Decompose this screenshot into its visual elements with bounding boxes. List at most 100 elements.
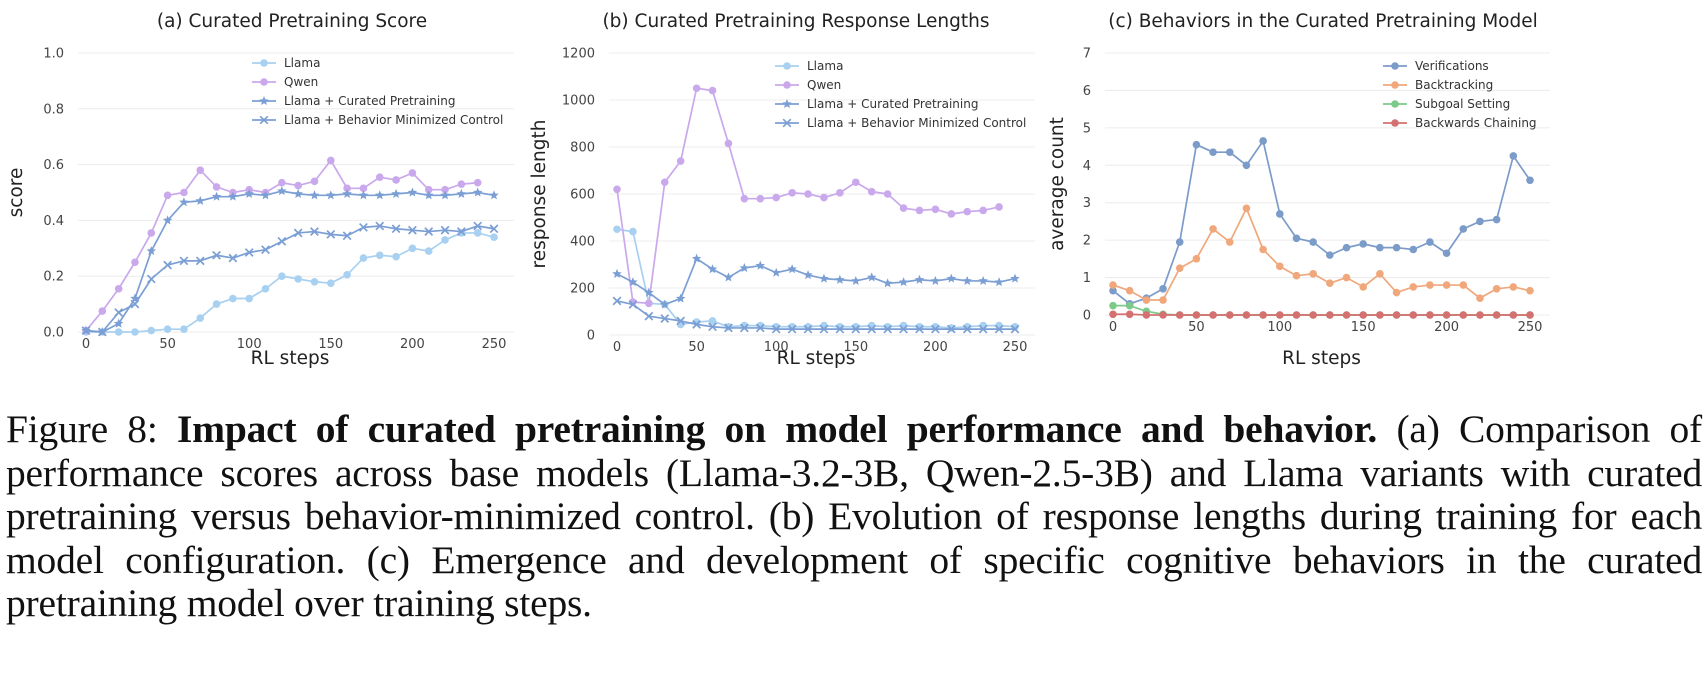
data-point [1326, 279, 1334, 287]
data-point [628, 300, 638, 309]
data-point [1276, 210, 1284, 218]
data-point [1259, 137, 1267, 145]
data-point [1125, 310, 1134, 319]
data-point [1125, 301, 1134, 310]
data-point [867, 187, 876, 196]
series-subgoal-setting [1109, 301, 1534, 319]
data-point [359, 222, 368, 232]
data-point [326, 190, 336, 200]
data-point [392, 176, 400, 184]
data-point [342, 231, 352, 241]
y-tick-label: 1 [1083, 271, 1091, 286]
y-tick-label: 800 [570, 141, 595, 156]
x-tick-label: 150 [843, 340, 868, 355]
data-point [612, 268, 622, 278]
data-point [629, 227, 637, 236]
y-tick-label: 0.4 [43, 214, 64, 229]
data-point [457, 180, 466, 188]
data-point [131, 328, 139, 336]
data-point [1010, 273, 1020, 283]
legend-marker [1391, 81, 1399, 89]
data-point [788, 189, 796, 197]
data-point [644, 311, 654, 321]
data-point [1309, 270, 1317, 278]
data-point [326, 229, 336, 239]
data-point [278, 272, 286, 281]
data-point [1476, 217, 1484, 226]
data-point [645, 299, 653, 308]
x-axis-label: RL steps [251, 348, 330, 369]
data-point [228, 191, 238, 201]
data-point [293, 188, 303, 198]
data-point [277, 236, 287, 246]
series-qwen [613, 84, 1003, 308]
data-point [407, 187, 418, 197]
data-point [820, 193, 828, 202]
data-point [211, 191, 222, 201]
data-point [723, 272, 734, 282]
data-point [1109, 301, 1117, 310]
data-point [1225, 148, 1234, 156]
data-point [1442, 281, 1451, 289]
series-llama-behavior-minimized-control [612, 296, 1020, 334]
legend-label: Llama + Behavior Minimized Control [807, 116, 1026, 130]
data-point [1509, 283, 1518, 291]
data-point [771, 267, 781, 277]
data-point [851, 324, 861, 334]
data-point [98, 307, 107, 315]
y-tick-label: 1200 [562, 47, 595, 62]
data-point [408, 244, 417, 253]
series-verifications [1109, 137, 1534, 308]
legend-marker [1391, 62, 1399, 70]
data-point [1309, 238, 1317, 246]
data-point [1109, 281, 1117, 289]
data-point [130, 293, 140, 303]
legend-label: Llama + Curated Pretraining [284, 94, 455, 108]
x-axis-label: RL steps [1282, 348, 1361, 369]
data-point [1376, 311, 1384, 319]
data-point [1342, 273, 1351, 282]
legend-label: Llama + Curated Pretraining [807, 97, 978, 111]
data-point [835, 324, 845, 334]
data-point [180, 325, 188, 334]
data-point [146, 274, 156, 284]
data-point [310, 227, 319, 236]
data-point [97, 327, 107, 337]
data-point [294, 275, 302, 283]
data-point [708, 317, 717, 325]
data-point [866, 272, 877, 282]
data-point [724, 323, 733, 333]
caption-bold-title: Impact of curated pretraining on model p… [176, 407, 1378, 451]
y-tick-label: 5 [1083, 121, 1091, 136]
x-axis-label: RL steps [777, 348, 856, 369]
figure-caption: Figure 8: Impact of curated pretraining … [6, 407, 1702, 626]
data-point [612, 296, 622, 306]
data-point [490, 233, 498, 241]
data-point [1225, 238, 1234, 246]
data-point [489, 190, 499, 200]
data-point [327, 156, 335, 165]
y-tick-label: 0.0 [43, 326, 64, 341]
data-point [359, 184, 368, 193]
data-point [375, 251, 384, 260]
data-point [883, 190, 892, 198]
legend-label: Backwards Chaining [1415, 116, 1537, 130]
x-tick-label: 50 [159, 337, 176, 352]
data-point [343, 184, 351, 193]
data-point [676, 157, 685, 165]
data-point [1342, 243, 1351, 252]
x-tick-label: 100 [764, 340, 789, 355]
data-point [787, 264, 797, 274]
data-point [473, 229, 482, 237]
data-point [1209, 311, 1217, 319]
data-point [947, 210, 956, 218]
data-point [1125, 286, 1134, 295]
data-point [994, 324, 1004, 334]
data-point [979, 206, 987, 215]
y-tick-label: 0 [1083, 309, 1091, 324]
y-tick-label: 600 [570, 188, 595, 203]
data-point [613, 185, 621, 194]
data-point [962, 324, 972, 334]
data-point [1175, 264, 1184, 273]
data-point [1326, 311, 1334, 319]
